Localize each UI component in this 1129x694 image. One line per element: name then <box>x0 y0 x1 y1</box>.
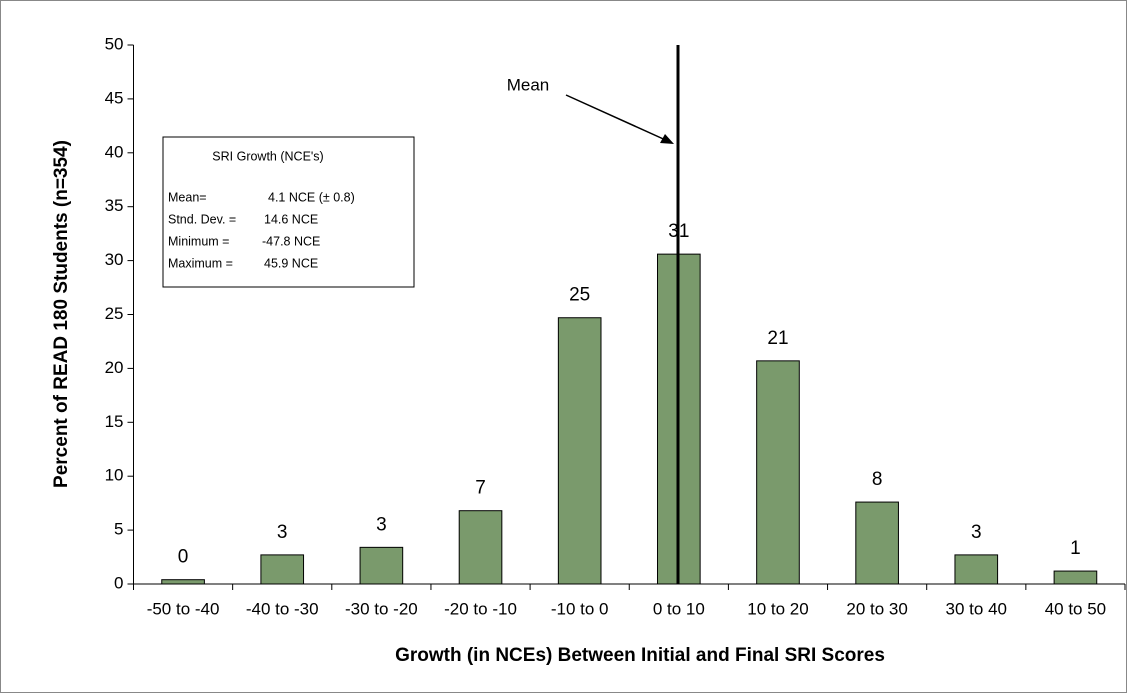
value-label: 1 <box>1070 538 1081 559</box>
plot: 0 5 10 15 20 25 30 35 40 45 50 -50 to -40 0 -40 to -3… <box>105 34 1126 618</box>
stats-value: 14.6 NCE <box>264 212 318 226</box>
x-tick-label: -50 to -40 <box>147 599 220 618</box>
y-tick-label: 50 <box>105 34 124 53</box>
x-axis-title: Growth (in NCEs) Between Initial and Fin… <box>395 645 885 666</box>
value-label: 3 <box>376 514 387 535</box>
mean-arrow <box>565 94 671 143</box>
y-tick-label: 10 <box>105 466 124 485</box>
value-label: 3 <box>971 522 982 543</box>
y-tick-label: 25 <box>105 304 124 323</box>
stats-key: Minimum = <box>168 234 229 248</box>
x-tick-label: 0 to 10 <box>653 599 705 618</box>
bar <box>1053 570 1098 585</box>
value-label: 21 <box>767 328 788 349</box>
x-tick-label: 10 to 20 <box>747 599 808 618</box>
bar <box>954 554 999 585</box>
stats-key: Stnd. Dev. = <box>168 212 236 226</box>
bar <box>458 510 503 585</box>
stats-value: 4.1 NCE (± 0.8) <box>268 190 355 204</box>
y-tick-label: 5 <box>114 520 123 539</box>
value-label: 0 <box>178 547 189 568</box>
x-tick-label: -40 to -30 <box>246 599 319 618</box>
stats-title: SRI Growth (NCE's) <box>212 149 323 163</box>
x-tick-label: -10 to 0 <box>551 599 609 618</box>
bar <box>260 554 305 585</box>
bar <box>855 501 899 585</box>
stats-value: 45.9 NCE <box>264 256 318 270</box>
x-tick-label: 20 to 30 <box>846 599 907 618</box>
stats-box <box>162 136 415 288</box>
value-label: 25 <box>569 285 590 306</box>
value-label: 8 <box>872 469 883 490</box>
stats-value: -47.8 NCE <box>262 234 320 248</box>
mean-label: Mean <box>507 75 550 94</box>
y-tick-label: 40 <box>105 142 124 161</box>
x-tick-label: -20 to -10 <box>444 599 517 618</box>
y-tick-label: 0 <box>114 573 123 592</box>
bar <box>756 360 800 585</box>
arrow-head <box>660 134 674 144</box>
y-axis-title: Percent of READ 180 Students (n=354) <box>51 140 72 488</box>
y-tick-label: 45 <box>105 88 124 107</box>
x-tick-label: 40 to 50 <box>1045 599 1106 618</box>
y-tick-label: 15 <box>105 412 124 431</box>
bar <box>359 546 404 585</box>
bar <box>557 317 602 585</box>
x-tick-label: 30 to 40 <box>946 599 1007 618</box>
stats-key: Maximum = <box>168 256 233 270</box>
value-label: 3 <box>277 522 288 543</box>
stats-key: Mean= <box>168 190 207 204</box>
value-label: 7 <box>475 478 486 499</box>
y-tick-label: 35 <box>105 196 124 215</box>
bar <box>161 579 205 585</box>
y-tick-label: 30 <box>105 250 124 269</box>
y-tick-label: 20 <box>105 358 124 377</box>
x-tick-label: -30 to -20 <box>345 599 418 618</box>
